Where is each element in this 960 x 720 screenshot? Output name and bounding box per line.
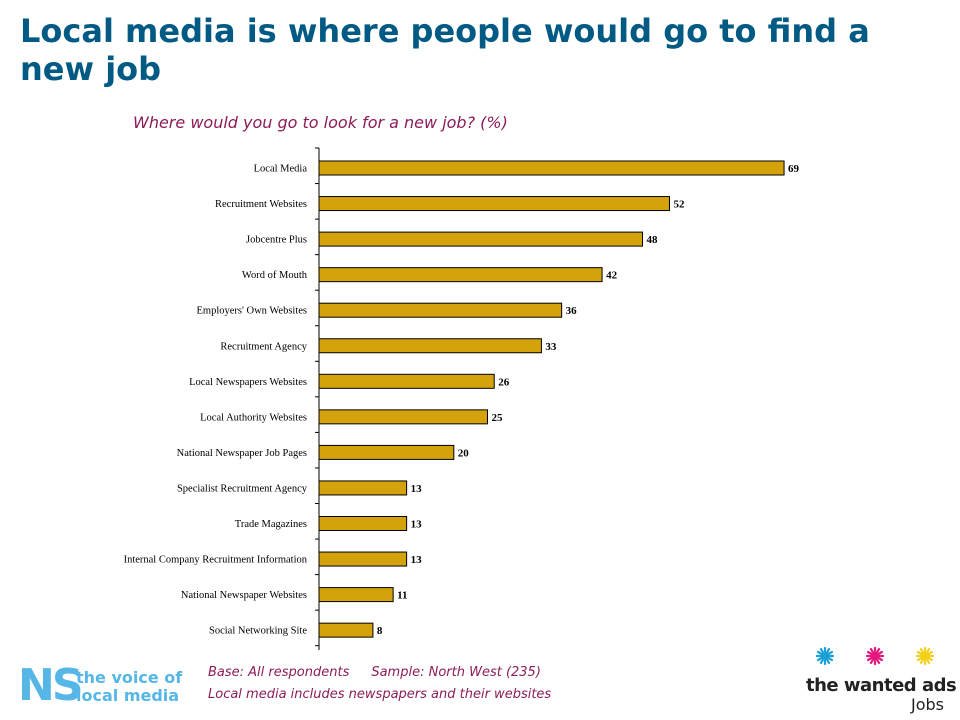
star-icon xyxy=(915,646,934,666)
ns-logo-line1: the voice of xyxy=(76,668,183,687)
chart-title: Where would you go to look for a new job… xyxy=(133,113,508,132)
ns-logo: NS the voice of local media xyxy=(18,661,188,711)
data-label: 26 xyxy=(498,376,510,388)
category-label: Internal Company Recruitment Information xyxy=(124,555,308,566)
bar xyxy=(318,409,488,425)
bar xyxy=(318,373,495,389)
category-label: National Newspaper Websites xyxy=(181,590,307,601)
category-label: National Newspaper Job Pages xyxy=(177,448,307,459)
category-label: Word of Mouth xyxy=(242,270,308,281)
category-label: Local Authority Websites xyxy=(200,412,307,423)
page-title: Local media is where people would go to … xyxy=(20,12,870,88)
data-label: 33 xyxy=(545,341,557,353)
ns-logo-line2: local media xyxy=(76,686,180,705)
bar xyxy=(318,551,408,567)
data-label: 13 xyxy=(411,519,423,531)
bar xyxy=(318,338,542,354)
bar xyxy=(318,516,408,531)
data-label: 13 xyxy=(411,554,423,566)
footer-note: Local media includes newspapers and thei… xyxy=(208,687,552,702)
bar-chart: Local Media 69 Recruitment Websites 52 Jobce… xyxy=(124,147,800,650)
data-label: 8 xyxy=(377,625,383,637)
data-label: 36 xyxy=(566,305,578,317)
star-icons xyxy=(815,646,934,666)
data-label: 20 xyxy=(458,447,470,459)
bar xyxy=(318,160,785,176)
data-label: 48 xyxy=(647,234,659,246)
data-label: 25 xyxy=(492,412,504,424)
category-label: Trade Magazines xyxy=(235,519,307,530)
category-label: Local Newspapers Websites xyxy=(189,377,307,388)
star-icon xyxy=(865,646,885,666)
category-label: Recruitment Agency xyxy=(220,341,307,352)
category-label: Jobcentre Plus xyxy=(246,235,307,246)
category-label: Employers' Own Websites xyxy=(196,306,307,317)
category-label: Recruitment Websites xyxy=(215,199,307,210)
ns-logo-mark: NS xyxy=(18,660,83,711)
footer-base: Base: All respondents xyxy=(208,665,350,680)
wanted-ads-logo: the wanted ads Jobs xyxy=(800,645,957,714)
data-label: 13 xyxy=(411,483,423,495)
data-label: 69 xyxy=(788,163,800,175)
data-label: 11 xyxy=(397,590,407,602)
footer-base-line: Base: All respondents Sample: North West … xyxy=(208,665,541,680)
data-label: 42 xyxy=(606,270,618,282)
footer-sample: Sample: North West (235) xyxy=(371,665,541,680)
category-label: Social Networking Site xyxy=(209,626,307,637)
bar xyxy=(318,444,455,460)
bar xyxy=(318,267,603,283)
star-icon xyxy=(815,646,835,666)
bar xyxy=(318,622,374,638)
bar xyxy=(318,231,644,247)
bar xyxy=(318,196,670,212)
data-label: 52 xyxy=(673,199,685,211)
category-label: Local Media xyxy=(254,164,308,175)
category-label: Specialist Recruitment Agency xyxy=(177,483,308,494)
bar xyxy=(318,587,394,603)
wanted-ads-jobs: Jobs xyxy=(911,695,944,714)
wanted-ads-name: the wanted ads xyxy=(806,675,957,696)
bar xyxy=(318,480,408,496)
bar xyxy=(318,302,563,318)
